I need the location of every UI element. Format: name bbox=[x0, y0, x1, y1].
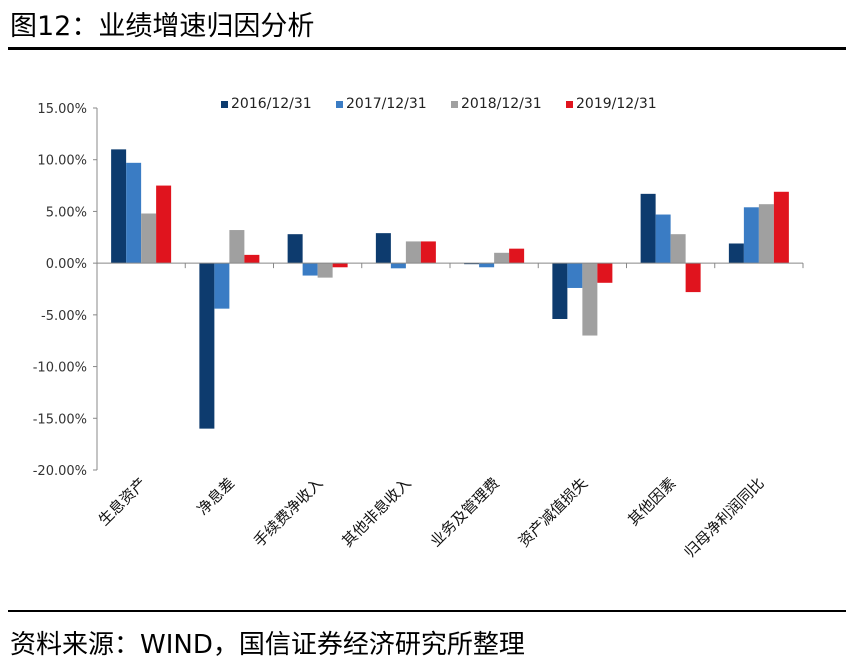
bar bbox=[375, 233, 391, 264]
legend-swatch bbox=[566, 101, 573, 108]
y-axis: 15.00% 10.00% 5.00% 0.00% -5.00% -10.00% -15.0… bbox=[33, 102, 98, 479]
y-tick-label: -15.00% bbox=[33, 412, 87, 427]
figure-title: 图12：业绩增速归因分析 bbox=[10, 11, 315, 42]
legend-swatch bbox=[451, 101, 458, 108]
bar bbox=[199, 263, 215, 429]
bar bbox=[141, 213, 157, 264]
y-tick-label: -5.00% bbox=[41, 309, 87, 324]
bar bbox=[244, 254, 260, 264]
category-label: 归母净利润同比 bbox=[681, 474, 768, 561]
bar bbox=[156, 185, 172, 264]
bar bbox=[229, 230, 245, 264]
legend-label: 2017/12/31 bbox=[346, 96, 427, 112]
category-label: 生息资产 bbox=[95, 474, 150, 529]
y-tick-label: 15.00% bbox=[37, 102, 87, 117]
bar bbox=[567, 263, 583, 288]
bar bbox=[390, 263, 406, 269]
y-tick-label: 5.00% bbox=[46, 205, 87, 220]
bar bbox=[582, 263, 598, 336]
bar bbox=[464, 263, 480, 265]
bar bbox=[287, 234, 303, 264]
title-rule bbox=[8, 47, 846, 50]
legend-label: 2018/12/31 bbox=[461, 96, 542, 112]
bar bbox=[126, 162, 142, 264]
bar bbox=[509, 248, 525, 264]
legend-swatch bbox=[221, 101, 228, 108]
y-tick-label: -10.00% bbox=[33, 361, 87, 376]
bar bbox=[670, 234, 686, 264]
bar bbox=[479, 263, 495, 268]
bar bbox=[743, 207, 759, 264]
bar bbox=[552, 263, 568, 319]
bar bbox=[214, 263, 230, 309]
bar bbox=[405, 241, 421, 264]
bar bbox=[758, 204, 774, 264]
bar bbox=[685, 263, 701, 293]
bar bbox=[773, 191, 789, 264]
bar bbox=[111, 149, 127, 264]
bar-series bbox=[111, 149, 789, 429]
bar bbox=[597, 263, 613, 283]
source-note: 资料来源：WIND，国信证券经济研究所整理 bbox=[10, 630, 525, 660]
legend-label: 2016/12/31 bbox=[231, 96, 312, 112]
bar bbox=[420, 241, 436, 264]
legend-swatch bbox=[336, 101, 343, 108]
category-label: 其他非息收入 bbox=[338, 474, 414, 550]
chart-legend: 2016/12/31 2017/12/31 2018/12/31 2019/12/31 bbox=[221, 96, 657, 112]
bar bbox=[332, 263, 348, 268]
bar bbox=[655, 214, 671, 264]
category-label: 净息差 bbox=[194, 474, 239, 519]
bar bbox=[728, 243, 744, 264]
bar bbox=[317, 263, 333, 278]
source-rule bbox=[8, 610, 846, 612]
bar bbox=[494, 252, 510, 264]
category-label: 业务及管理费 bbox=[427, 474, 503, 550]
category-label: 其他因素 bbox=[624, 474, 679, 529]
y-tick-label: -20.00% bbox=[33, 464, 87, 479]
y-tick-label: 0.00% bbox=[46, 257, 87, 272]
category-label: 手续费净收入 bbox=[250, 474, 326, 550]
y-tick-label: 10.00% bbox=[37, 154, 87, 169]
bar bbox=[302, 263, 318, 276]
legend-label: 2019/12/31 bbox=[576, 96, 657, 112]
category-label: 资产减值损失 bbox=[515, 474, 591, 550]
bar-chart: 2016/12/31 2017/12/31 2018/12/31 2019/12/31… bbox=[33, 96, 804, 561]
bar bbox=[640, 193, 656, 264]
